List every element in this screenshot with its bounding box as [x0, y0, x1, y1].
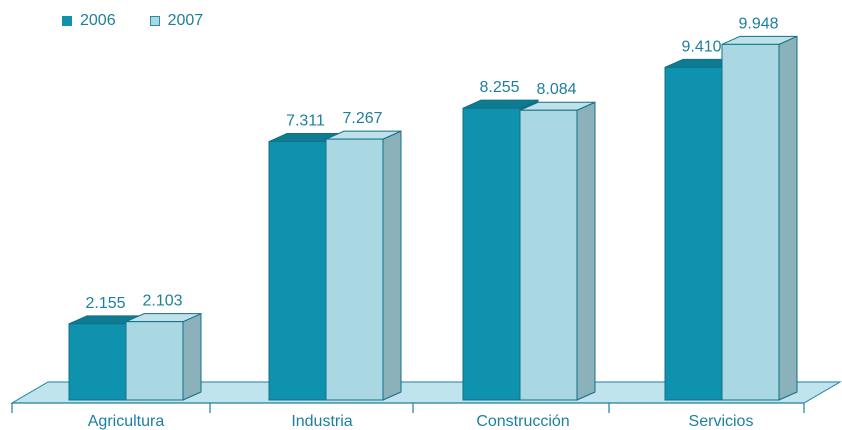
bar-2007-1	[325, 138, 384, 401]
legend-swatch-2006	[62, 16, 72, 26]
bar-side-2007-3	[778, 35, 798, 401]
legend-item-2007: 2007	[149, 12, 204, 30]
bar-2007-2	[519, 109, 578, 401]
bar-2006-2	[462, 107, 521, 401]
data-label-2006-0: 2.155	[85, 295, 125, 312]
legend-label-2007: 2007	[167, 12, 204, 29]
data-label-2006-2: 8.255	[479, 79, 519, 96]
data-label-2007-1: 7.267	[342, 110, 382, 127]
bar-2006-3	[664, 66, 723, 401]
data-label-2007-0: 2.103	[142, 293, 182, 310]
bar-side-2007-1	[382, 130, 402, 401]
legend-swatch-2007	[149, 16, 160, 26]
x-tick-label-0: Agricultura	[88, 413, 165, 430]
data-label-2006-1: 7.311	[286, 113, 325, 130]
bar-2007-0	[125, 321, 184, 401]
data-label-2007-3: 9.948	[738, 15, 778, 32]
bar-2006-0	[68, 323, 127, 401]
x-tick-label-3: Servicios	[689, 413, 754, 430]
bar-2006-1	[268, 141, 327, 401]
x-tick-label-2: Construcción	[476, 413, 569, 430]
legend-item-2006: 2006	[62, 12, 116, 30]
x-tick-label-1: Industria	[291, 413, 352, 430]
bar-side-2007-0	[182, 312, 202, 401]
legend-label-2006: 2006	[80, 12, 116, 29]
legend: 2006 2007	[62, 12, 203, 30]
bar-2007-3	[721, 43, 780, 401]
bar-side-2007-2	[576, 101, 596, 401]
data-label-2007-2: 8.084	[536, 81, 576, 98]
data-label-2006-3: 9.410	[681, 38, 721, 55]
